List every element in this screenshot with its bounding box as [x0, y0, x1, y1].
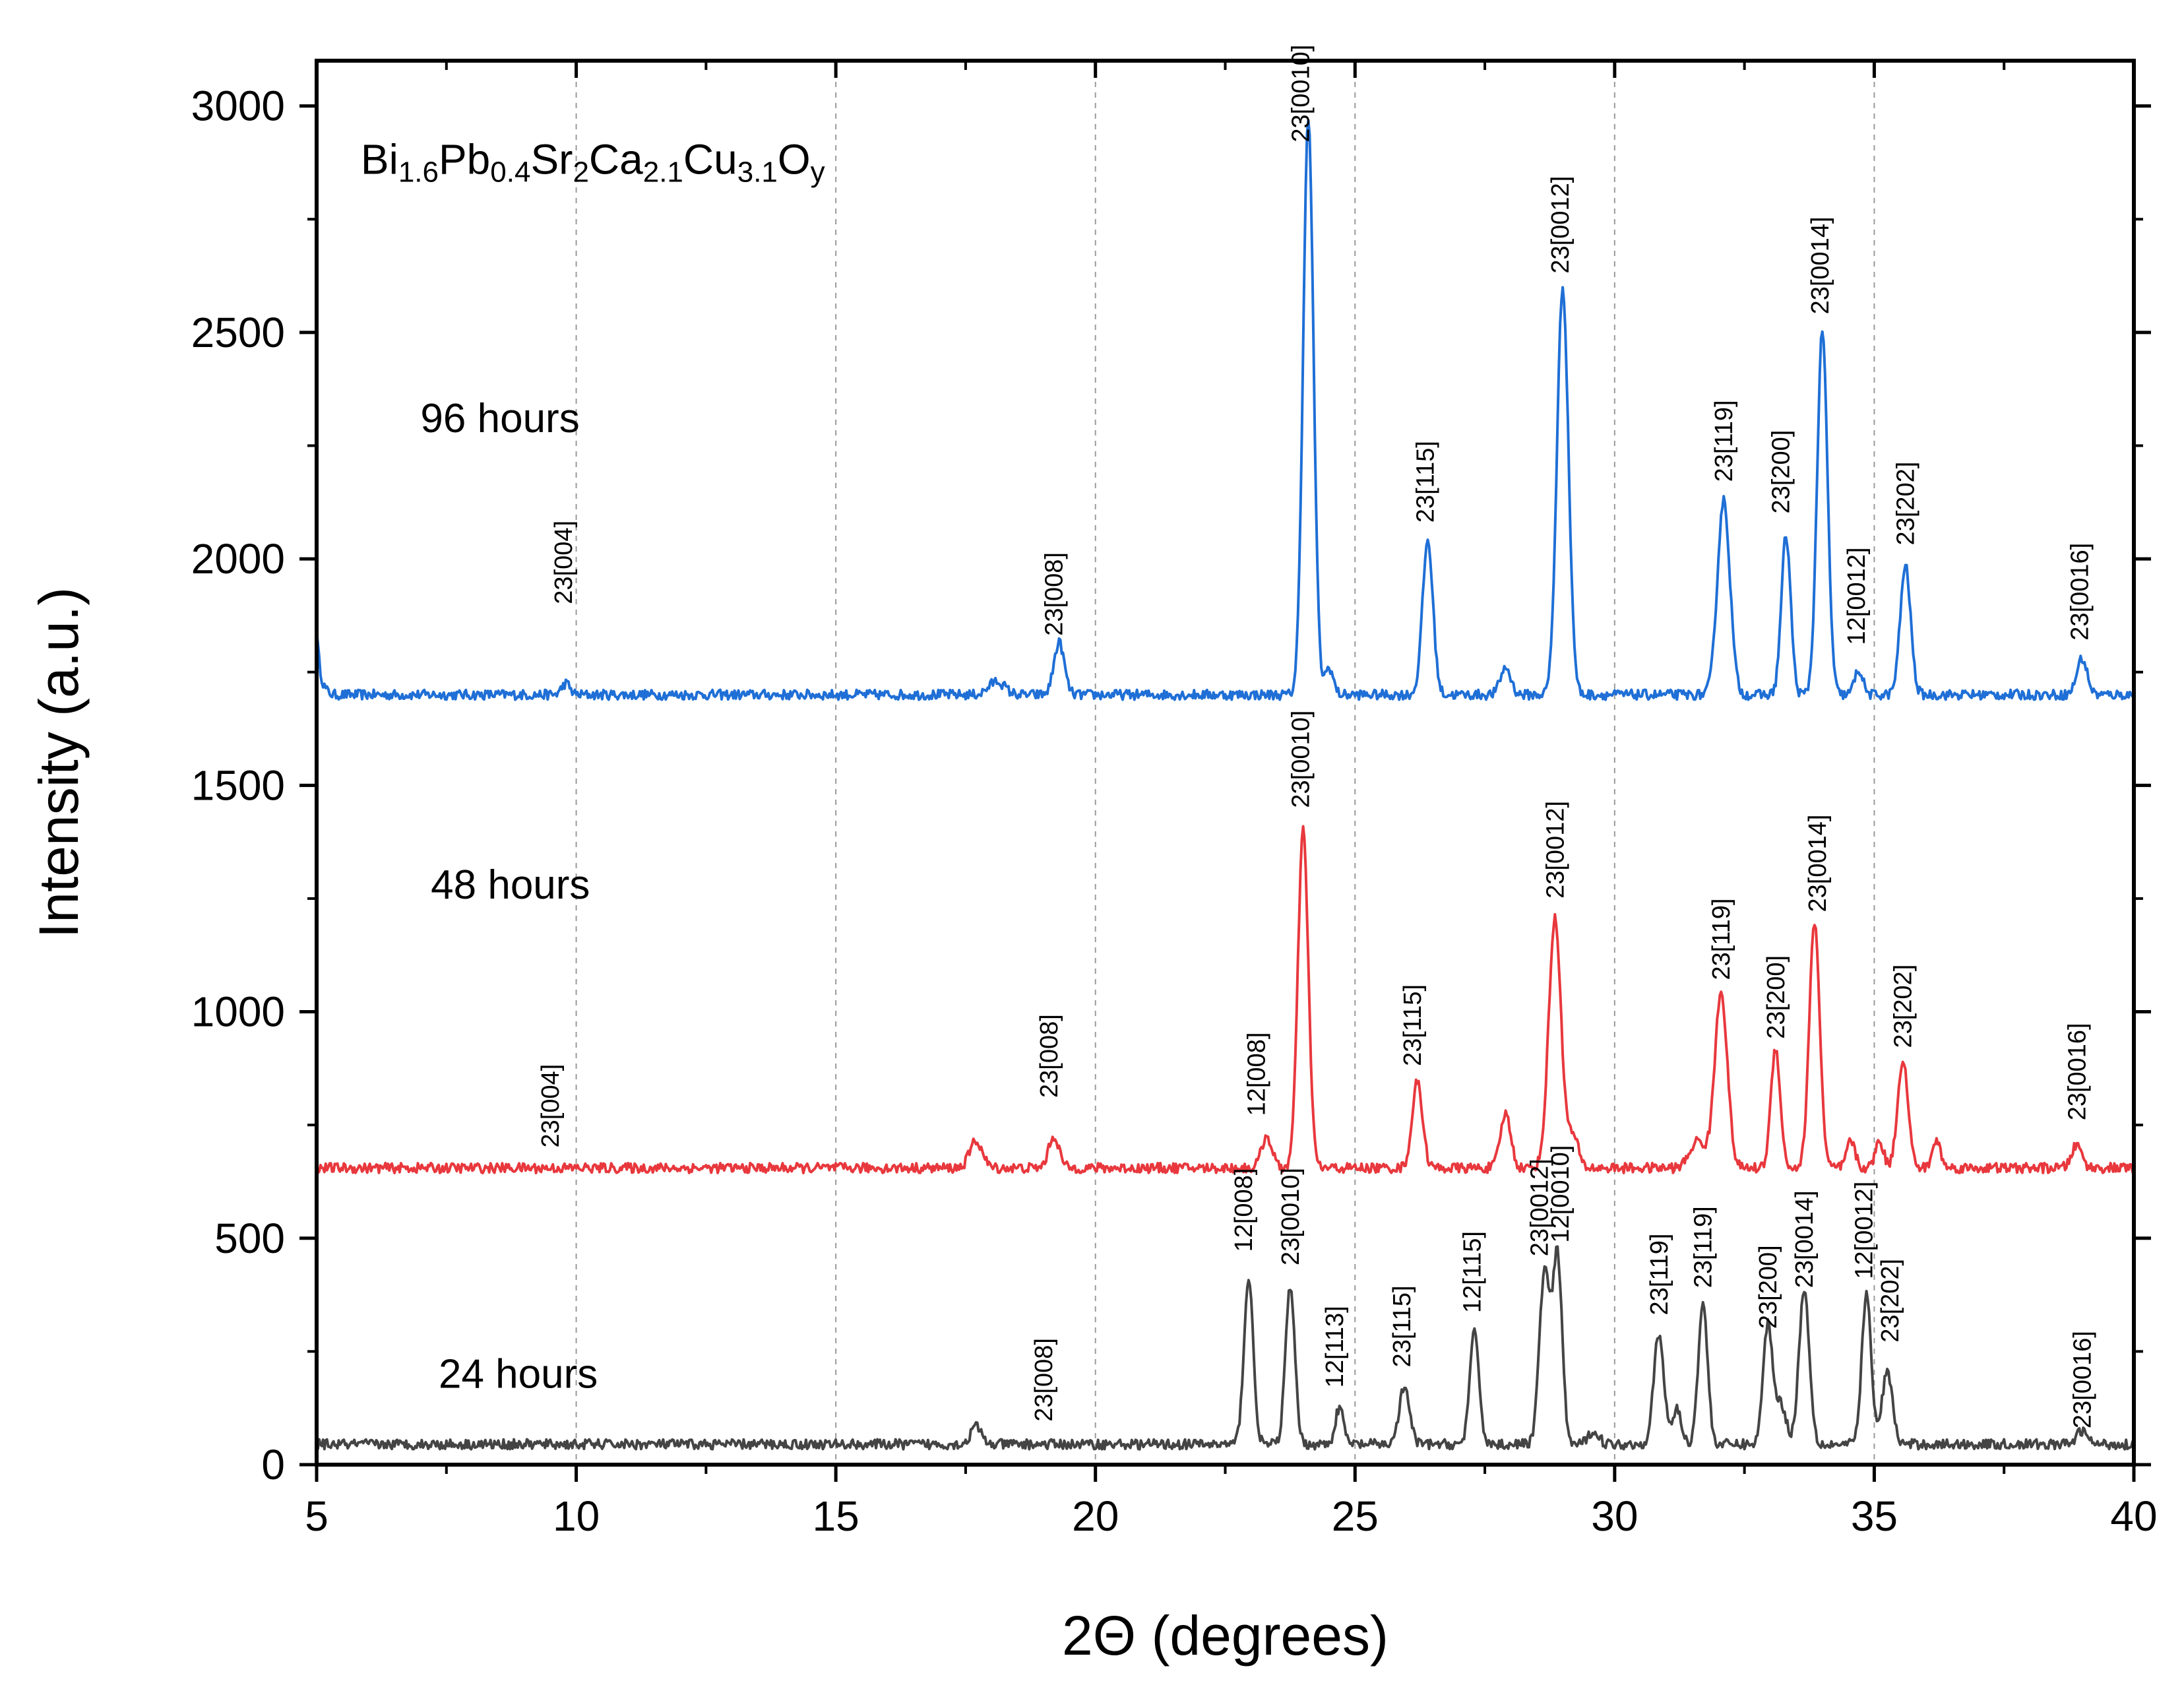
y-tick-label: 500	[214, 1215, 285, 1262]
peak-label: 12[0012]	[1851, 1182, 1879, 1279]
peak-label: 23[200]	[1755, 1245, 1782, 1329]
peak-label: 23[004]	[550, 521, 578, 604]
peak-label: 23[0012]	[1547, 176, 1575, 274]
peak-label: 23[008]	[1041, 552, 1069, 636]
series-group	[315, 119, 2135, 1451]
y-tick-label: 2500	[191, 309, 285, 356]
x-tick-label: 25	[1332, 1492, 1379, 1540]
peak-label: 23[0016]	[2066, 543, 2094, 641]
peak-label: 12[113]	[1321, 1306, 1349, 1387]
peak-label: 23[119]	[1710, 400, 1738, 482]
compound-formula: Bi1.6Pb0.4Sr2Ca2.1Cu3.1Oy	[361, 136, 825, 189]
y-tick-label: 1500	[191, 761, 285, 809]
peak-label: 23[119]	[1690, 1206, 1718, 1288]
x-axis-title: 2Θ (degrees)	[1062, 1605, 1388, 1667]
x-tick-label: 5	[305, 1492, 328, 1540]
series-line	[315, 825, 2135, 1174]
peak-label: 23[202]	[1892, 462, 1920, 546]
peak-label: 23[0014]	[1807, 216, 1834, 314]
peak-label: 23[0012]	[1526, 1159, 1554, 1256]
peak-label: 23[004]	[537, 1064, 565, 1148]
peak-label: 23[119]	[1646, 1234, 1673, 1316]
peak-label: 23[0014]	[1804, 815, 1832, 912]
peak-label: 23[0014]	[1791, 1190, 1819, 1288]
series-label: 96 hours	[420, 396, 579, 441]
peak-label: 23[200]	[1763, 955, 1790, 1039]
x-tick-label: 10	[553, 1492, 600, 1540]
peak-label: 23[0010]	[1288, 711, 1315, 808]
peak-label: 23[008]	[1036, 1014, 1063, 1098]
series-label: 48 hours	[431, 862, 590, 908]
peak-label: 23[119]	[1708, 899, 1735, 980]
peak-label: 23[0016]	[2063, 1023, 2091, 1120]
peak-label: 23[202]	[1890, 965, 1918, 1048]
y-tick-label: 2000	[191, 535, 285, 583]
peak-label: 23[115]	[1388, 1285, 1416, 1367]
series-line	[315, 1245, 2135, 1451]
series-label: 24 hours	[439, 1351, 598, 1397]
x-tick-label: 35	[1851, 1492, 1898, 1540]
peak-label: 23[0010]	[1277, 1168, 1305, 1265]
x-tick-label: 20	[1072, 1492, 1119, 1540]
peak-label: 12[115]	[1458, 1231, 1486, 1313]
series-labels-group: 96 hours 48 hours 24 hours	[420, 396, 598, 1397]
vertical-gridlines	[575, 61, 1875, 1465]
y-axis-title: Intensity (a.u.)	[28, 587, 90, 938]
peak-label: 23[115]	[1412, 441, 1440, 523]
peak-label: 23[202]	[1877, 1259, 1904, 1343]
peak-label: 23[115]	[1399, 984, 1427, 1066]
peak-label: 12[0012]	[1843, 548, 1871, 645]
y-tick-label: 0	[261, 1441, 285, 1488]
peak-label: 23[200]	[1768, 430, 1795, 514]
x-tick-label: 40	[2110, 1492, 2157, 1540]
peak-label: 12[008]	[1230, 1168, 1258, 1252]
x-tick-label: 15	[813, 1492, 859, 1540]
y-tick-label: 3000	[191, 82, 285, 130]
axis-ticks: 5 10 15 20 25 30 35 40 0 500 1000 1500 2000 2500 3000	[191, 61, 2158, 1540]
series-line	[315, 119, 2135, 701]
peak-label: 23[0012]	[1542, 801, 1569, 899]
peak-label: 12[0010]	[1547, 1145, 1575, 1243]
peak-label: 23[0016]	[2069, 1331, 2096, 1428]
peak-label: 23[008]	[1030, 1338, 1058, 1422]
x-tick-label: 30	[1591, 1492, 1638, 1540]
peak-label: 12[008]	[1243, 1033, 1271, 1116]
peak-labels-group: 23[004] 23[008] 23[0010] 23[115] 23[0012] 23[…	[537, 45, 2096, 1428]
y-tick-label: 1000	[191, 988, 285, 1036]
